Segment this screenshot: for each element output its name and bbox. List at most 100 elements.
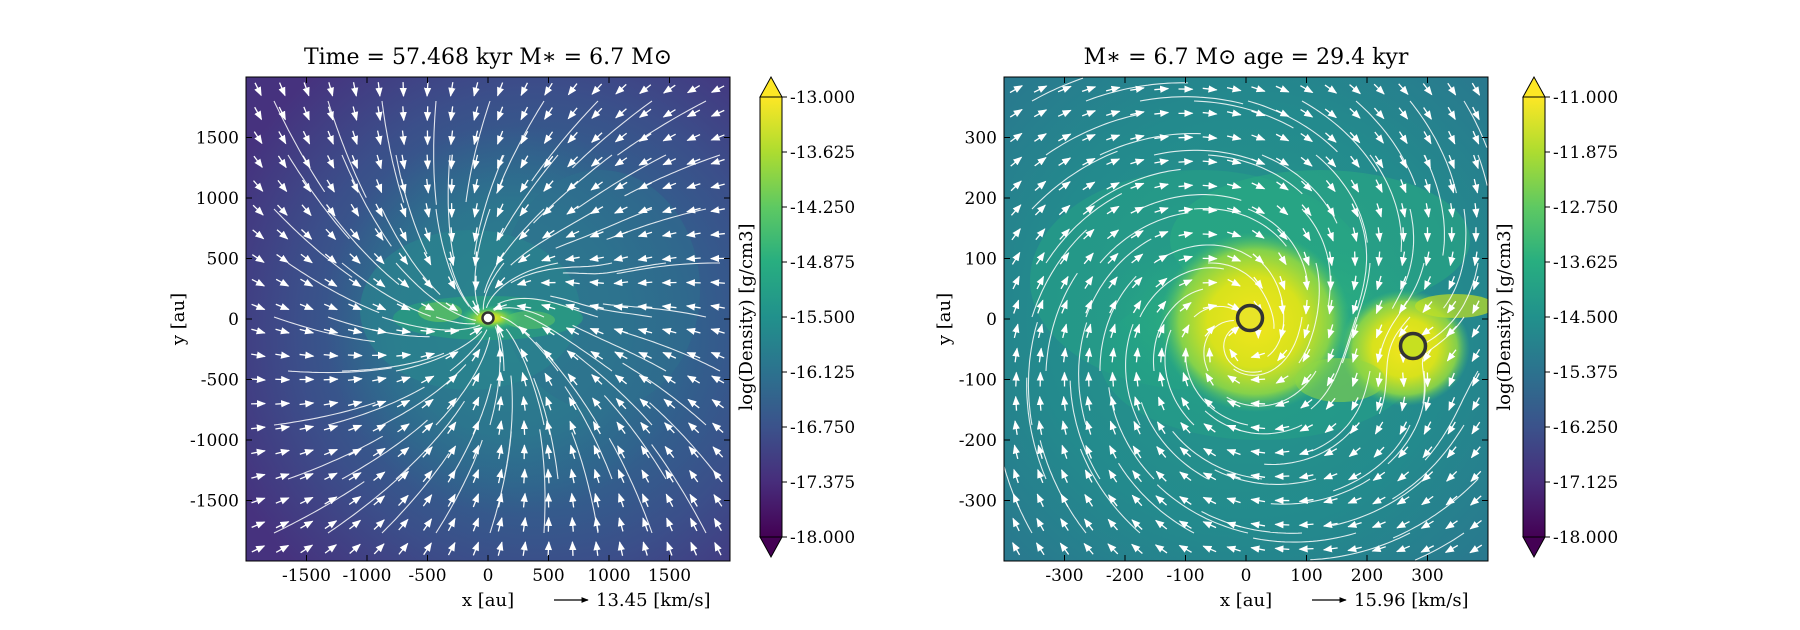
velocity-arrow	[278, 82, 286, 97]
right-sink-particle-2	[1398, 331, 1428, 361]
velocity-arrow	[1349, 131, 1361, 144]
colorbar-tick-label: -14.875	[790, 253, 855, 273]
velocity-arrow	[300, 544, 314, 554]
velocity-arrow	[1423, 203, 1431, 218]
velocity-arrow	[1202, 109, 1218, 117]
velocity-arrow	[1202, 447, 1217, 457]
velocity-arrow	[1251, 157, 1266, 165]
velocity-arrow	[1349, 108, 1361, 119]
velocity-arrow	[472, 468, 480, 484]
streamline	[1152, 288, 1204, 372]
velocity-arrow	[1300, 156, 1313, 167]
velocity-arrow	[589, 279, 604, 287]
velocity-arrow	[1107, 518, 1119, 531]
velocity-arrow	[1106, 134, 1121, 142]
velocity-arrow	[1036, 420, 1045, 435]
velocity-arrow	[567, 83, 578, 96]
velocity-arrow	[592, 421, 601, 435]
left-sink-particle	[481, 311, 495, 325]
streamline	[287, 435, 383, 480]
velocity-arrow	[396, 303, 411, 311]
velocity-arrow	[325, 204, 336, 217]
velocity-arrow	[1423, 276, 1432, 290]
velocity-arrow	[251, 351, 266, 359]
velocity-arrow	[1108, 469, 1118, 483]
velocity-arrow	[1154, 182, 1169, 190]
velocity-arrow	[1060, 275, 1069, 290]
velocity-arrow	[637, 206, 653, 214]
velocity-arrow	[1132, 470, 1142, 483]
velocity-arrow	[373, 252, 385, 265]
velocity-arrow	[1226, 497, 1241, 505]
velocity-arrow	[662, 375, 676, 384]
velocity-arrow	[690, 541, 698, 556]
velocity-arrow	[1299, 424, 1314, 432]
streamline	[1355, 100, 1417, 186]
streamline	[495, 100, 545, 194]
velocity-arrow	[689, 517, 698, 532]
velocity-arrow	[1444, 544, 1459, 553]
velocity-arrow	[302, 82, 310, 97]
streamline	[1223, 326, 1263, 373]
velocity-arrow	[1349, 422, 1360, 434]
velocity-arrow	[275, 400, 291, 408]
velocity-arrow	[252, 204, 264, 216]
velocity-arrow	[1154, 134, 1170, 142]
colorbar-tick-label: -16.750	[790, 418, 855, 438]
streamline	[433, 100, 437, 205]
velocity-arrow	[472, 372, 480, 387]
velocity-arrow	[1061, 444, 1069, 459]
xtick-label: 500	[532, 566, 564, 586]
colorbar-tick-label: -16.250	[1553, 418, 1618, 438]
velocity-arrow	[685, 230, 701, 238]
velocity-arrow	[1083, 228, 1095, 240]
streamline	[498, 154, 559, 241]
velocity-arrow	[1298, 472, 1314, 480]
streamline	[1424, 370, 1479, 461]
streamline	[649, 402, 721, 480]
velocity-arrow	[565, 230, 580, 238]
velocity-arrow	[1469, 495, 1482, 506]
velocity-arrow	[1109, 347, 1117, 363]
velocity-arrow	[712, 470, 723, 483]
velocity-arrow	[661, 303, 677, 311]
velocity-arrow	[520, 131, 529, 145]
velocity-arrow	[1227, 230, 1242, 238]
streamline	[562, 262, 667, 275]
velocity-arrow	[1154, 109, 1170, 118]
velocity-arrow	[421, 398, 434, 409]
right-axis-ticks: -300 -200 -100 0 100 200 300 300 200 100 0 -100 -200…	[959, 77, 1488, 586]
velocity-arrow	[1472, 130, 1480, 145]
velocity-arrow	[1036, 517, 1045, 532]
velocity-arrow	[254, 82, 262, 97]
colorbar-tick-label: -11.875	[1553, 143, 1618, 163]
velocity-arrow	[1399, 203, 1407, 218]
velocity-arrow	[1351, 203, 1359, 218]
velocity-arrow	[1371, 545, 1386, 552]
velocity-arrow	[448, 178, 456, 194]
velocity-arrow	[664, 422, 675, 434]
streamline	[435, 208, 470, 307]
velocity-arrow	[496, 371, 504, 387]
velocity-arrow	[496, 179, 504, 194]
velocity-arrow	[251, 424, 266, 432]
velocity-arrow	[1399, 155, 1408, 169]
streamline	[381, 100, 405, 203]
velocity-arrow	[275, 351, 291, 359]
velocity-arrow	[496, 517, 504, 532]
colorbar-tick-label: -13.625	[1553, 253, 1618, 273]
velocity-arrow	[299, 400, 315, 408]
xtick-label: -500	[408, 566, 446, 586]
velocity-arrow	[1325, 397, 1336, 410]
colorbar-tick-label: -17.125	[1553, 473, 1618, 493]
velocity-arrow	[566, 205, 579, 215]
velocity-arrow	[1178, 544, 1192, 553]
velocity-arrow	[1446, 325, 1458, 337]
velocity-arrow	[397, 470, 410, 482]
velocity-arrow	[1131, 494, 1143, 507]
velocity-arrow	[1375, 179, 1383, 194]
velocity-arrow	[447, 276, 456, 290]
velocity-arrow	[1010, 156, 1023, 167]
streamline	[575, 353, 653, 426]
streamline	[1125, 324, 1141, 426]
